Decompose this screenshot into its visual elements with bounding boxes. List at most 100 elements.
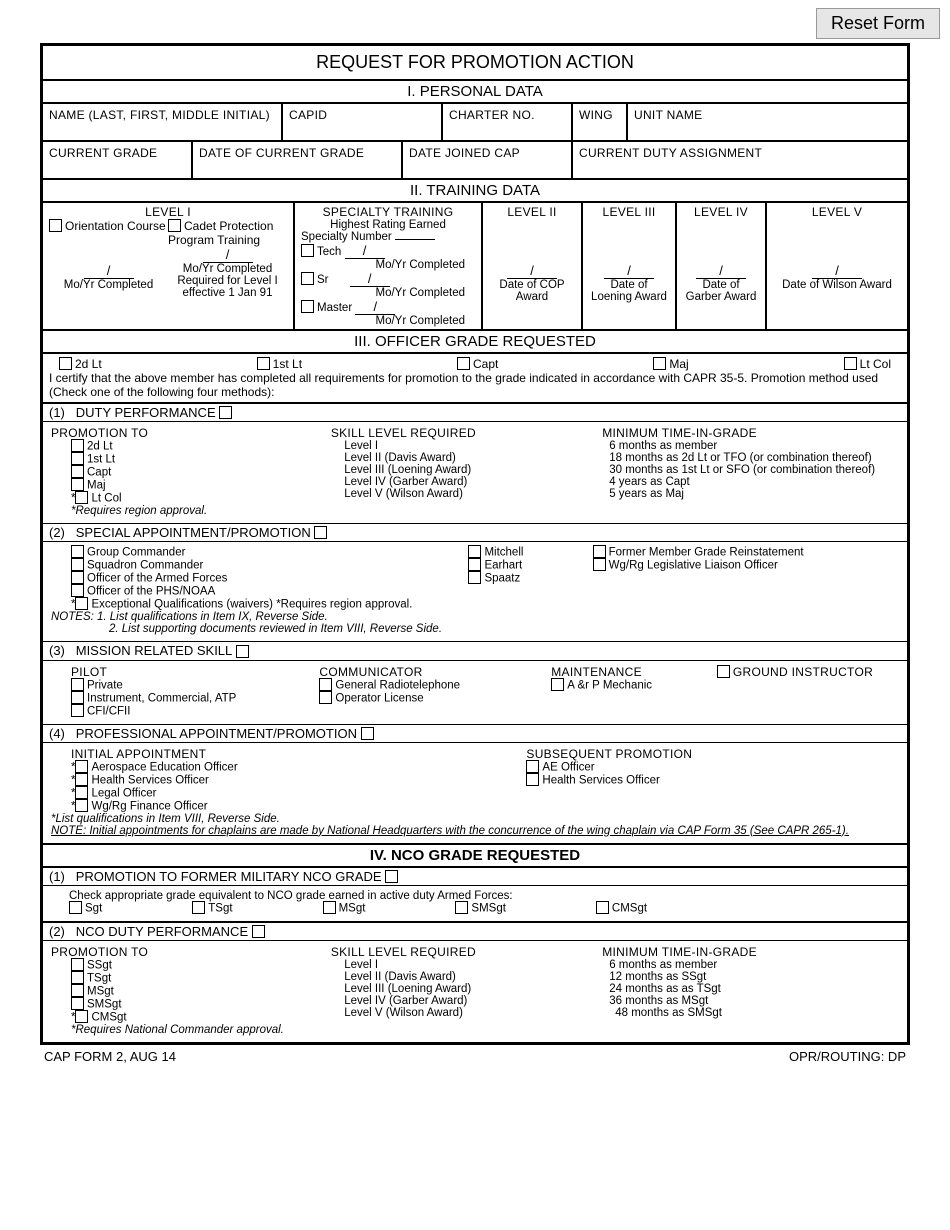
chk-p-2dlt[interactable] [71, 439, 84, 452]
chk-p-1stlt[interactable] [71, 452, 84, 465]
n2: TSgt [208, 902, 232, 914]
chk-cadet-prot[interactable] [168, 219, 181, 232]
n4: SMSgt [471, 902, 506, 914]
chk-nco-m1[interactable] [385, 870, 398, 883]
method-2-head: (2) SPECIAL APPOINTMENT/PROMOTION [43, 524, 907, 542]
chk-p-capt[interactable] [71, 465, 84, 478]
t3: 30 months as 1st Lt or SFO (or combinati… [609, 464, 899, 476]
chk-pil2[interactable] [71, 691, 84, 704]
chk-sr[interactable] [301, 272, 314, 285]
chk-sp1[interactable] [526, 760, 539, 773]
chk-nco-m2[interactable] [252, 925, 265, 938]
chk-n1[interactable] [69, 901, 82, 914]
chk-master[interactable] [301, 300, 314, 313]
label-sr: Sr [317, 274, 329, 286]
init-appt-head: INITIAL APPOINTMENT [71, 747, 526, 761]
chk-ia3[interactable] [75, 786, 88, 799]
chk-capt[interactable] [457, 357, 470, 370]
ia4: Wg/Rg Finance Officer [91, 800, 207, 812]
chk-np2[interactable] [71, 971, 84, 984]
label-date-joined: DATE JOINED CAP [409, 146, 520, 160]
chk-ltcol[interactable] [844, 357, 857, 370]
chk-sa5[interactable] [75, 597, 88, 610]
highest-rating: Highest Rating Earned [301, 219, 475, 231]
p-1stlt: 1st Lt [87, 454, 115, 466]
chk-n4[interactable] [455, 901, 468, 914]
chk-n3[interactable] [323, 901, 336, 914]
sc1: Former Member Grade Reinstatement [609, 547, 804, 559]
chk-sb3[interactable] [468, 571, 481, 584]
nco-m2-head: (2) NCO DUTY PERFORMANCE [43, 923, 907, 941]
ns4: Level IV (Garber Award) [344, 995, 609, 1007]
chk-m2[interactable] [314, 526, 327, 539]
nt5: 48 months as SMSgt [609, 1007, 899, 1019]
chk-com2[interactable] [319, 691, 332, 704]
t4: 4 years as Capt [609, 476, 899, 488]
sl1: Level I [344, 440, 609, 452]
chk-sb2[interactable] [468, 558, 481, 571]
chk-orientation[interactable] [49, 219, 62, 232]
maint-head: MAINTENANCE [551, 665, 717, 679]
chk-tech[interactable] [301, 244, 314, 257]
chk-ia4[interactable] [75, 799, 88, 812]
chk-m3[interactable] [236, 645, 249, 658]
label-orientation: Orientation Course [65, 219, 166, 233]
chk-sp2[interactable] [526, 773, 539, 786]
chk-sa3[interactable] [71, 571, 84, 584]
sa1: Group Commander [87, 547, 185, 559]
chaplain-note: NOTE: Initial appointments for chaplains… [51, 825, 899, 837]
chk-n2[interactable] [192, 901, 205, 914]
chk-ia1[interactable] [75, 760, 88, 773]
promo-to-head: PROMOTION TO [51, 426, 148, 440]
chk-np3[interactable] [71, 984, 84, 997]
ns3: Level III (Loening Award) [344, 983, 609, 995]
chk-pil1[interactable] [71, 678, 84, 691]
level2-head: LEVEL II [489, 205, 575, 219]
chk-com1[interactable] [319, 678, 332, 691]
chk-sc1[interactable] [593, 545, 606, 558]
label-date-cur-grade: DATE OF CURRENT GRADE [199, 146, 364, 160]
form-title: REQUEST FOR PROMOTION ACTION [43, 46, 907, 81]
label-charter: CHARTER NO. [449, 108, 535, 122]
nco-skill: SKILL LEVEL REQUIRED [331, 945, 476, 959]
min-time-head: MINIMUM TIME-IN-GRADE [602, 426, 757, 440]
form-sheet: Reset Form REQUEST FOR PROMOTION ACTION … [0, 0, 950, 1064]
ia1: Aerospace Education Officer [91, 761, 237, 773]
pilot-head: PILOT [71, 665, 319, 679]
label-name: NAME (LAST, FIRST, MIDDLE INITIAL) [49, 108, 270, 122]
sl3: Level III (Loening Award) [344, 464, 609, 476]
chk-m1[interactable] [219, 406, 232, 419]
chk-np5[interactable] [75, 1010, 88, 1023]
chk-maj[interactable] [653, 357, 666, 370]
chk-n5[interactable] [596, 901, 609, 914]
chk-sa4[interactable] [71, 584, 84, 597]
chk-2dlt[interactable] [59, 357, 72, 370]
sa-notes1: NOTES: 1. List qualifications in Item IX… [51, 611, 899, 623]
chk-ia2[interactable] [75, 773, 88, 786]
footer-left: CAP FORM 2, AUG 14 [44, 1049, 176, 1064]
p-maj: Maj [87, 480, 106, 492]
chk-m4[interactable] [361, 727, 374, 740]
chk-sc2[interactable] [593, 558, 606, 571]
sb3: Spaatz [484, 573, 520, 585]
chk-sb1[interactable] [468, 545, 481, 558]
label-2dlt: 2d Lt [75, 357, 102, 371]
chk-mn1[interactable] [551, 678, 564, 691]
label-wing: WING [579, 108, 613, 122]
ns1: Level I [344, 959, 609, 971]
chk-pil3[interactable] [71, 704, 84, 717]
reset-button[interactable]: Reset Form [816, 8, 940, 39]
spec-number-label: Specialty Number [301, 231, 392, 243]
chk-p-ltcol[interactable] [75, 491, 88, 504]
chk-sa2[interactable] [71, 558, 84, 571]
chk-gi[interactable] [717, 665, 730, 678]
t5: 5 years as Maj [609, 488, 899, 500]
chk-np1[interactable] [71, 958, 84, 971]
chk-1stlt[interactable] [257, 357, 270, 370]
n3: MSgt [339, 902, 366, 914]
chk-p-maj[interactable] [71, 478, 84, 491]
sa4: Officer of the PHS/NOAA [87, 586, 215, 598]
chk-sa1[interactable] [71, 545, 84, 558]
sl5: Level V (Wilson Award) [344, 488, 609, 500]
chk-np4[interactable] [71, 997, 84, 1010]
